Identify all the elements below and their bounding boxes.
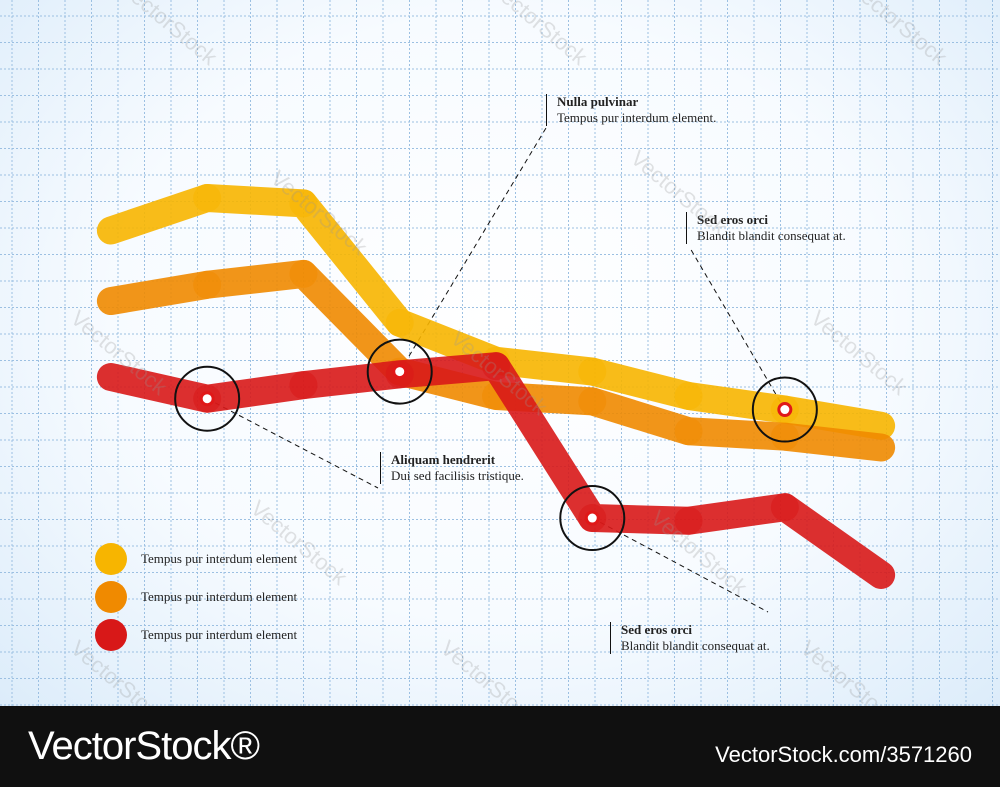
series-point [385,308,414,337]
annotation-leader-line [592,517,769,613]
chart-canvas: Nulla pulvinar Tempus pur interdum eleme… [0,0,1000,706]
annotation-title: Nulla pulvinar [557,94,639,109]
annotation-title: Sed eros orci [697,212,769,227]
series-point [289,371,318,400]
series-point [674,506,703,535]
line-chart [0,0,1000,706]
series-point [674,381,703,410]
annotation-title: Sed eros orci [621,622,693,637]
highlight-ring [559,485,626,552]
highlight-marker [777,402,793,418]
highlight-marker [392,364,408,380]
footer-url: VectorStock.com/3571260 [715,742,972,767]
footer-bar: VectorStock® VectorStock.com/3571260 [0,706,1000,787]
annotation-subtitle: Blandit blandit consequat at. [621,638,770,653]
annotation-subtitle: Tempus pur interdum element. [557,110,717,125]
legend: Tempus pur interdum element Tempus pur i… [95,540,297,654]
series-point [482,352,510,381]
series-point [193,270,222,299]
highlight-ring [366,338,433,405]
annotation-subtitle: Blandit blandit consequat at. [697,228,846,243]
footer-logo: VectorStock® [28,724,260,768]
legend-item-3: Tempus pur interdum element [95,616,297,654]
legend-swatch [95,581,127,613]
series-point [578,357,607,386]
annotation-subtitle: Dui sed facilisis tristique. [391,468,524,483]
legend-label: Tempus pur interdum element [141,551,298,566]
series-point [674,417,703,446]
annotation-title: Aliquam hendrerit [391,452,496,467]
series-point [193,183,222,212]
series-point [578,387,607,416]
series-point [289,259,318,288]
highlight-marker [199,391,215,407]
highlight-ring [174,365,241,432]
legend-item-1: Tempus pur interdum element [95,540,297,578]
legend-label: Tempus pur interdum element [141,589,298,604]
annotation-nulla-pulvinar: Nulla pulvinar Tempus pur interdum eleme… [546,94,716,126]
annotation-sed-eros-orci-bottom: Sed eros orci Blandit blandit consequat … [610,622,770,654]
highlight-ring [751,376,818,443]
annotation-aliquam-hendrerit: Aliquam hendrerit Dui sed facilisis tris… [380,452,524,484]
series-point [770,493,799,522]
legend-swatch [95,543,127,575]
annotation-sed-eros-orci-top: Sed eros orci Blandit blandit consequat … [686,212,846,244]
series-point [770,422,799,451]
highlight-marker [584,510,600,526]
legend-label: Tempus pur interdum element [141,627,298,642]
legend-swatch [95,619,127,651]
annotation-leader-line [206,398,379,489]
series-point [289,189,318,218]
legend-item-2: Tempus pur interdum element [95,578,297,616]
